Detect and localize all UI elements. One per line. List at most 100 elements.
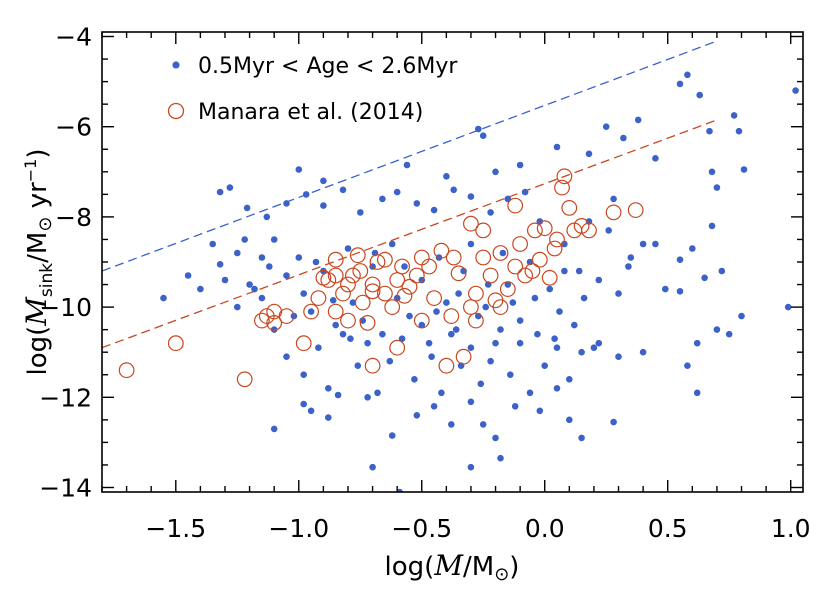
sim-point-44 <box>270 236 278 243</box>
sim-point-20 <box>403 161 411 169</box>
sim-point-95 <box>354 362 362 370</box>
sim-point-113 <box>541 362 548 370</box>
manara-point-50 <box>541 269 558 286</box>
manara-point-8 <box>295 335 312 352</box>
sim-point-18 <box>295 166 303 173</box>
sim-point-128 <box>430 403 438 410</box>
sim-point-48 <box>307 308 315 315</box>
manara-point-36 <box>468 285 484 302</box>
sim-point-130 <box>467 398 475 406</box>
manara-point-51 <box>549 231 565 248</box>
sim-point-175 <box>234 303 241 311</box>
sim-point-99 <box>398 335 406 343</box>
reference-line-lower-envelope <box>102 119 718 349</box>
y-tick-label: −4 <box>55 23 92 52</box>
manara-point-62 <box>340 276 356 293</box>
manara-point-38 <box>475 222 492 239</box>
sim-point-141 <box>467 463 475 471</box>
manara-point-68 <box>463 215 479 232</box>
sim-point-144 <box>693 339 701 347</box>
manara-point-54 <box>561 199 578 216</box>
sim-point-104 <box>448 330 455 338</box>
x-tick-label: −1.5 <box>145 514 206 543</box>
manara-point-1 <box>167 335 184 352</box>
sim-point-1 <box>226 184 234 191</box>
sim-point-86 <box>676 256 684 264</box>
sim-point-121 <box>300 400 308 408</box>
sim-point-180 <box>536 218 544 225</box>
axis-ticks <box>101 32 803 492</box>
manara-point-18 <box>359 315 376 331</box>
manara-point-58 <box>605 204 622 221</box>
sim-point-183 <box>610 195 617 203</box>
x-axis-title: log(M/M⊙) <box>385 549 520 585</box>
sim-point-108 <box>487 357 494 365</box>
sim-point-131 <box>492 434 499 442</box>
sim-point-127 <box>413 412 421 419</box>
sim-point-85 <box>662 285 669 293</box>
manara-point-30 <box>433 242 450 259</box>
sim-point-63 <box>452 326 460 333</box>
manara-point-9 <box>303 303 320 320</box>
sim-point-19 <box>320 177 327 185</box>
sim-point-132 <box>511 403 519 410</box>
legend-label-simulation: 0.5Myr < Age < 2.6Myr <box>198 54 458 79</box>
manara-point-24 <box>389 339 406 356</box>
sim-point-120 <box>270 425 278 433</box>
sim-point-169 <box>504 281 512 288</box>
sim-point-156 <box>708 222 716 230</box>
sim-point-139 <box>369 463 376 471</box>
sim-point-24 <box>492 168 499 176</box>
sim-point-145 <box>713 326 721 333</box>
sim-point-111 <box>516 339 524 347</box>
sim-point-162 <box>329 297 337 304</box>
sim-point-46 <box>295 254 303 261</box>
sim-point-155 <box>713 184 721 191</box>
sim-point-65 <box>467 240 475 248</box>
sim-point-179 <box>258 254 266 261</box>
sim-point-84 <box>652 240 659 248</box>
sim-point-41 <box>234 249 241 257</box>
sim-point-74 <box>546 285 553 293</box>
manara-point-19 <box>364 276 381 293</box>
sim-point-60 <box>425 339 433 347</box>
sim-point-88 <box>718 267 726 275</box>
x-tick-label: −1.0 <box>268 514 329 543</box>
sim-point-21 <box>443 173 450 180</box>
sim-point-27 <box>585 150 593 158</box>
sim-point-31 <box>652 155 659 162</box>
sim-point-50 <box>332 321 340 329</box>
sim-point-147 <box>738 312 745 320</box>
sim-point-15 <box>487 209 494 216</box>
sim-point-157 <box>676 288 684 295</box>
sim-point-40 <box>216 261 224 268</box>
manara-point-26 <box>401 278 418 295</box>
manara-point-71 <box>389 272 406 288</box>
manara-point-31 <box>438 357 455 374</box>
sim-point-22 <box>475 125 482 133</box>
sim-point-80 <box>605 227 612 234</box>
sim-point-109 <box>497 326 504 333</box>
manara-point-3 <box>253 312 270 329</box>
sim-point-114 <box>551 335 558 343</box>
sim-point-3 <box>263 213 271 221</box>
sim-point-142 <box>497 454 504 462</box>
sim-point-43 <box>258 294 266 302</box>
sim-point-97 <box>374 389 381 397</box>
manara-point-17 <box>354 294 371 311</box>
sim-point-151 <box>730 112 738 119</box>
manara-point-25 <box>394 258 411 275</box>
sim-point-30 <box>634 116 642 124</box>
sim-point-172 <box>575 267 583 275</box>
sim-point-52 <box>349 299 357 306</box>
sim-point-152 <box>735 127 743 135</box>
manara-point-20 <box>364 357 381 374</box>
sim-point-47 <box>300 290 308 297</box>
sim-point-165 <box>401 263 408 270</box>
manara-point-53 <box>556 168 573 185</box>
manara-point-64 <box>377 251 393 268</box>
manara-point-13 <box>335 285 351 302</box>
sim-point-137 <box>578 434 585 442</box>
sim-point-96 <box>364 339 371 347</box>
